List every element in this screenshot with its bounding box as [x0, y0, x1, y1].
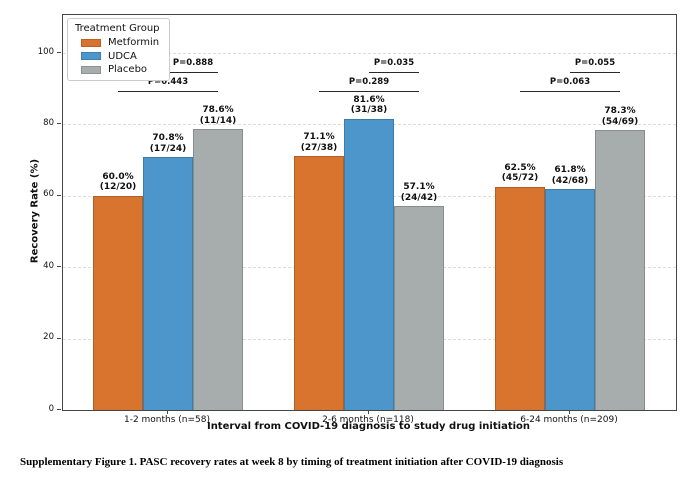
- y-tick-label: 80: [43, 117, 54, 128]
- pvalue-bracket: [520, 91, 620, 92]
- pvalue-bracket: [118, 91, 218, 92]
- legend-item-label: Metformin: [108, 37, 160, 48]
- x-tick-mark: [569, 410, 570, 414]
- bar-placebo-2: [595, 130, 645, 410]
- x-tick-label: 6-24 months (n=209): [520, 415, 618, 425]
- y-tick-mark: [57, 52, 61, 53]
- figure-caption: Supplementary Figure 1. PASC recovery ra…: [20, 456, 564, 468]
- pvalue-bracket: [319, 91, 419, 92]
- pvalue-bracket: [168, 72, 218, 73]
- y-tick-mark: [57, 337, 61, 339]
- legend-item-label: Placebo: [108, 64, 148, 75]
- pvalue-bracket: [369, 72, 419, 73]
- y-axis-title: Recovery Rate (%): [29, 158, 41, 264]
- bar-placebo-1: [394, 206, 444, 410]
- bar-udca-0: [143, 157, 193, 410]
- pvalue-label: P=0.443: [147, 77, 189, 87]
- x-axis-title: Interval from COVID-19 diagnosis to stud…: [206, 421, 531, 432]
- bar-value-label: 62.5% (45/72): [501, 162, 539, 184]
- x-tick-label: 2-6 months (n=118): [322, 415, 414, 425]
- udca-color-swatch: [81, 52, 101, 60]
- legend-item-metformin: Metformin: [75, 37, 160, 48]
- metformin-color-swatch: [81, 38, 101, 47]
- bar-metformin-0: [93, 195, 143, 410]
- bar-value-label: 71.1% (27/38): [300, 132, 338, 153]
- legend-item-label: UDCA: [108, 50, 137, 62]
- x-tick-mark: [167, 410, 168, 414]
- bar-placebo-0: [193, 129, 243, 410]
- bar-value-label: 61.8% (42/68): [551, 165, 589, 186]
- y-tick-label: 100: [37, 46, 54, 57]
- y-tick-label: 60: [43, 189, 54, 200]
- pvalue-label: P=0.035: [373, 58, 415, 68]
- legend-title: Treatment Group: [75, 23, 160, 34]
- bar-metformin-1: [294, 156, 344, 410]
- y-tick-mark: [57, 123, 61, 125]
- legend-item-udca: UDCA: [75, 51, 160, 62]
- bar-value-label: 78.3% (54/69): [601, 106, 639, 127]
- bar-udca-1: [344, 118, 394, 410]
- bar-value-label: 81.6% (31/38): [350, 94, 388, 116]
- bar-metformin-2: [495, 186, 545, 410]
- pvalue-label: P=0.289: [348, 77, 390, 87]
- pvalue-bracket: [570, 72, 620, 73]
- y-tick-label: 20: [43, 332, 54, 343]
- y-tick-mark: [57, 194, 61, 196]
- bar-value-label: 78.6% (11/14): [199, 105, 237, 126]
- legend-item-placebo: Placebo: [75, 64, 160, 75]
- y-tick-label: 40: [43, 260, 54, 271]
- gridline-100: [63, 53, 676, 54]
- legend: Treatment Group Metformin UDCA Placebo: [67, 18, 170, 81]
- x-tick-mark: [368, 410, 369, 414]
- pvalue-label: P=0.063: [549, 77, 591, 87]
- bar-value-label: 57.1% (24/42): [400, 182, 438, 203]
- y-tick-label: 0: [48, 403, 54, 414]
- pvalue-label: P=0.055: [574, 58, 616, 68]
- bar-udca-2: [545, 189, 595, 410]
- bar-value-label: 60.0% (12/20): [99, 171, 137, 193]
- y-tick-mark: [57, 409, 61, 410]
- plot-area: 60.0% (12/20) 71.1% (27/38) 62.5% (45/72) 70.8…: [62, 14, 677, 411]
- x-tick-label: 1-2 months (n=58): [123, 415, 211, 425]
- pvalue-label: P=0.888: [172, 58, 214, 68]
- placebo-color-swatch: [81, 65, 101, 74]
- bar-value-label: 70.8% (17/24): [149, 133, 187, 154]
- y-tick-mark: [57, 266, 61, 268]
